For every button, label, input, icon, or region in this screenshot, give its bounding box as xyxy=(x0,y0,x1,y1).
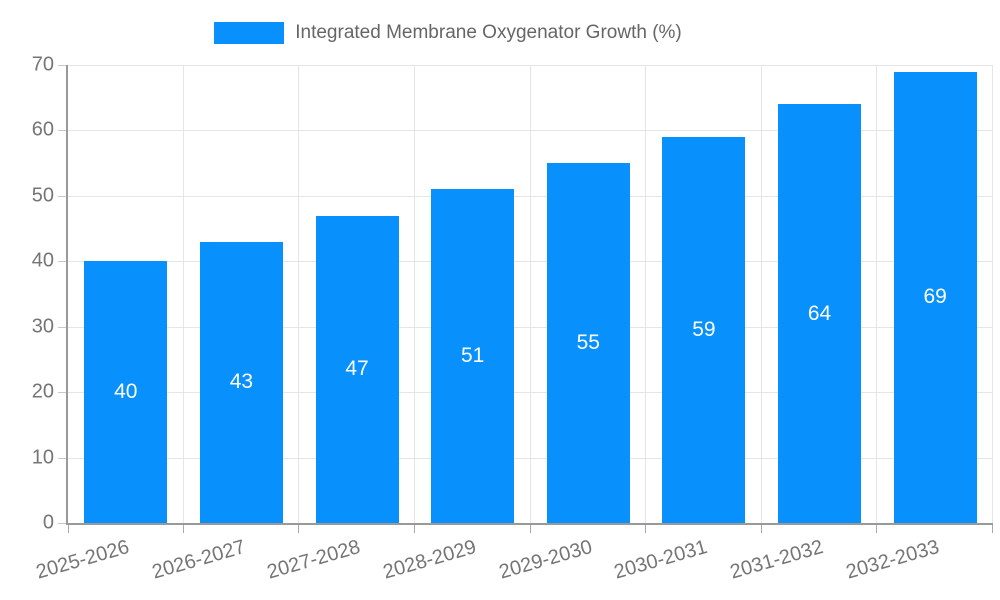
bar-value-label: 43 xyxy=(229,370,254,394)
bar[interactable]: 40 xyxy=(84,261,168,523)
y-tick-label: 40 xyxy=(31,249,54,272)
y-tick xyxy=(58,195,66,197)
gridline xyxy=(529,65,531,523)
x-tick xyxy=(645,525,647,533)
bar-value-label: 55 xyxy=(576,331,600,355)
gridline xyxy=(68,195,993,197)
legend-item[interactable]: Integrated Membrane Oxygenator Growth (%… xyxy=(214,22,682,44)
y-tick xyxy=(58,65,66,66)
bar-value-label: 64 xyxy=(807,301,832,325)
y-tick xyxy=(58,457,66,459)
bar[interactable]: 51 xyxy=(431,189,515,523)
y-tick-label: 50 xyxy=(31,184,54,207)
gridline xyxy=(68,392,993,394)
gridline xyxy=(876,65,878,523)
bar[interactable]: 47 xyxy=(315,215,399,523)
plot-area: 40 43 47 51 55 59 64 69 xyxy=(58,65,993,533)
x-tick-label: 2026-2027 xyxy=(149,536,248,584)
gridline xyxy=(992,65,993,523)
y-tick-label: 20 xyxy=(31,380,54,403)
x-tick xyxy=(298,525,300,533)
bar-value-label: 51 xyxy=(461,344,485,368)
x-tick-label: 2028-2029 xyxy=(380,536,479,584)
gridline xyxy=(413,65,415,523)
x-axis-line xyxy=(66,523,993,525)
gridline xyxy=(645,65,647,523)
x-tick xyxy=(182,525,184,533)
x-tick xyxy=(992,525,993,533)
y-tick xyxy=(58,392,66,394)
legend-label: Integrated Membrane Oxygenator Growth (%… xyxy=(295,22,682,43)
bar-value-label: 40 xyxy=(114,380,138,404)
y-tick-label: 30 xyxy=(31,315,54,338)
x-tick xyxy=(68,525,69,533)
y-tick-label: 60 xyxy=(31,118,54,141)
x-tick-label: 2025-2026 xyxy=(33,536,132,584)
x-tick-label: 2031-2032 xyxy=(727,536,826,584)
y-tick-label: 70 xyxy=(31,53,54,76)
gridline xyxy=(68,65,993,66)
x-tick xyxy=(529,525,531,533)
bar-value-label: 59 xyxy=(692,317,716,341)
y-tick-label: 10 xyxy=(31,446,54,469)
y-tick xyxy=(58,326,66,328)
y-tick xyxy=(58,523,66,524)
y-tick xyxy=(58,130,66,132)
bar[interactable]: 43 xyxy=(199,241,283,523)
bar[interactable]: 55 xyxy=(546,163,630,523)
bar-value-label: 47 xyxy=(345,357,369,381)
legend-swatch-icon xyxy=(214,22,285,44)
y-axis-line xyxy=(66,65,68,525)
legend: Integrated Membrane Oxygenator Growth (%… xyxy=(0,22,948,44)
x-tick-label: 2029-2030 xyxy=(496,536,595,584)
gridline xyxy=(68,130,993,132)
gridline xyxy=(760,65,762,523)
x-tick xyxy=(760,525,762,533)
gridline xyxy=(298,65,300,523)
x-tick xyxy=(413,525,415,533)
x-tick-label: 2030-2031 xyxy=(611,536,711,584)
x-tick xyxy=(876,525,878,533)
gridline xyxy=(182,65,184,523)
y-tick xyxy=(58,261,66,263)
x-tick-label: 2032-2033 xyxy=(843,536,942,584)
bar-value-label: 69 xyxy=(923,285,947,309)
gridline xyxy=(68,457,993,459)
y-tick-label: 0 xyxy=(42,511,54,534)
x-tick-label: 2027-2028 xyxy=(265,536,364,584)
gridline xyxy=(68,261,993,263)
bar[interactable]: 69 xyxy=(893,71,977,523)
bar[interactable]: 59 xyxy=(662,136,746,523)
gridline xyxy=(68,326,993,328)
x-axis-labels: 2025-2026 2026-2027 2027-2028 2028-2029 2029… xyxy=(34,536,993,596)
bar[interactable]: 64 xyxy=(778,104,862,523)
